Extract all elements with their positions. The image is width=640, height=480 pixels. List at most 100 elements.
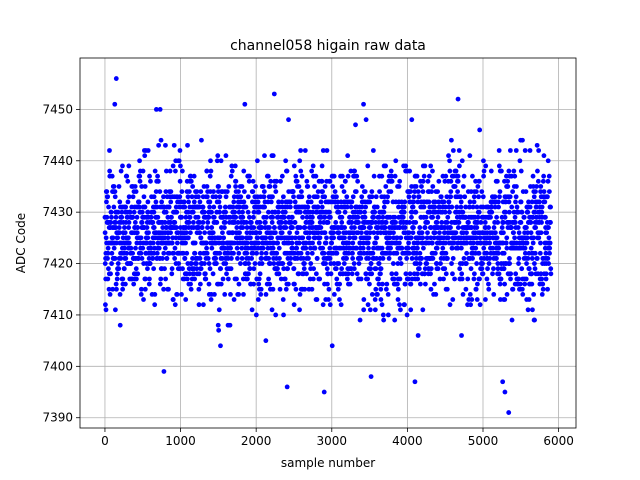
- data-point: [532, 209, 538, 215]
- data-point: [241, 168, 247, 174]
- data-point: [139, 256, 145, 261]
- data-point: [493, 230, 498, 236]
- data-point: [209, 209, 214, 215]
- data-point: [150, 256, 156, 261]
- data-point: [310, 209, 316, 215]
- data-point: [517, 281, 523, 287]
- data-point: [158, 276, 164, 282]
- data-point: [417, 225, 423, 230]
- data-point: [437, 230, 442, 236]
- data-point: [324, 148, 330, 153]
- data-point: [449, 261, 454, 266]
- data-point: [261, 189, 267, 195]
- data-point: [329, 343, 335, 349]
- data-point: [430, 168, 435, 174]
- data-point: [104, 214, 110, 220]
- data-point: [139, 209, 145, 215]
- data-point: [490, 271, 495, 277]
- data-point: [365, 240, 371, 246]
- data-point: [336, 230, 342, 236]
- data-point: [177, 148, 183, 153]
- data-point: [315, 230, 321, 236]
- data-point: [339, 184, 345, 189]
- data-point: [379, 302, 385, 308]
- data-point: [278, 178, 283, 184]
- data-point: [169, 266, 175, 272]
- data-point: [318, 225, 324, 230]
- data-point: [467, 291, 473, 297]
- data-point: [350, 194, 356, 200]
- data-point: [457, 266, 463, 272]
- data-point: [502, 389, 508, 395]
- data-point: [121, 266, 127, 272]
- data-point: [402, 199, 408, 205]
- data-point: [312, 245, 318, 251]
- data-point: [269, 307, 275, 313]
- data-point: [359, 230, 364, 236]
- data-point: [324, 235, 329, 241]
- data-point: [333, 266, 339, 272]
- y-tick-label: 7440: [42, 154, 73, 168]
- data-point: [151, 194, 157, 200]
- data-point: [274, 250, 280, 256]
- data-point: [105, 276, 111, 282]
- data-point: [381, 204, 387, 210]
- data-point: [481, 158, 486, 164]
- data-point: [534, 256, 540, 261]
- data-point: [464, 230, 469, 236]
- data-point: [543, 250, 549, 256]
- data-point: [361, 101, 366, 107]
- data-point: [259, 261, 265, 266]
- data-point: [491, 291, 497, 297]
- data-point: [132, 184, 138, 189]
- data-point: [498, 276, 504, 282]
- data-point: [492, 194, 498, 200]
- data-point: [260, 245, 266, 251]
- data-point: [501, 266, 507, 272]
- data-point: [231, 194, 237, 200]
- data-point: [371, 173, 377, 179]
- data-point: [520, 291, 526, 297]
- data-point: [420, 189, 426, 195]
- data-point: [297, 209, 303, 215]
- data-point: [341, 261, 347, 266]
- data-point: [328, 271, 334, 277]
- data-point: [161, 286, 167, 292]
- data-point: [103, 235, 109, 241]
- data-point: [310, 163, 316, 169]
- data-point: [494, 235, 500, 241]
- data-point: [269, 220, 275, 225]
- data-point: [272, 225, 277, 230]
- data-point: [405, 245, 411, 251]
- data-point: [125, 235, 131, 241]
- data-point: [251, 281, 256, 287]
- data-point: [448, 178, 454, 184]
- data-point: [237, 230, 242, 236]
- data-point: [192, 250, 198, 256]
- data-point: [494, 256, 499, 261]
- data-point: [238, 261, 243, 266]
- data-point: [155, 173, 160, 179]
- data-point: [281, 266, 287, 272]
- data-point: [147, 261, 153, 266]
- data-point: [283, 286, 289, 292]
- data-point: [300, 214, 305, 220]
- data-point: [145, 148, 151, 153]
- data-point: [298, 189, 304, 195]
- data-point: [254, 158, 260, 164]
- y-tick-label: 7410: [42, 308, 73, 322]
- data-point: [214, 261, 219, 266]
- data-point: [450, 271, 455, 277]
- data-point: [366, 235, 372, 241]
- data-point: [496, 148, 502, 153]
- data-point: [145, 235, 151, 241]
- data-point: [256, 209, 262, 215]
- data-point: [443, 173, 449, 179]
- data-point: [229, 168, 235, 174]
- data-point: [273, 189, 279, 195]
- data-point: [300, 235, 306, 241]
- y-axis-label: ADC Code: [14, 213, 28, 273]
- data-point: [183, 214, 189, 220]
- data-point: [130, 250, 136, 256]
- data-point: [133, 245, 138, 251]
